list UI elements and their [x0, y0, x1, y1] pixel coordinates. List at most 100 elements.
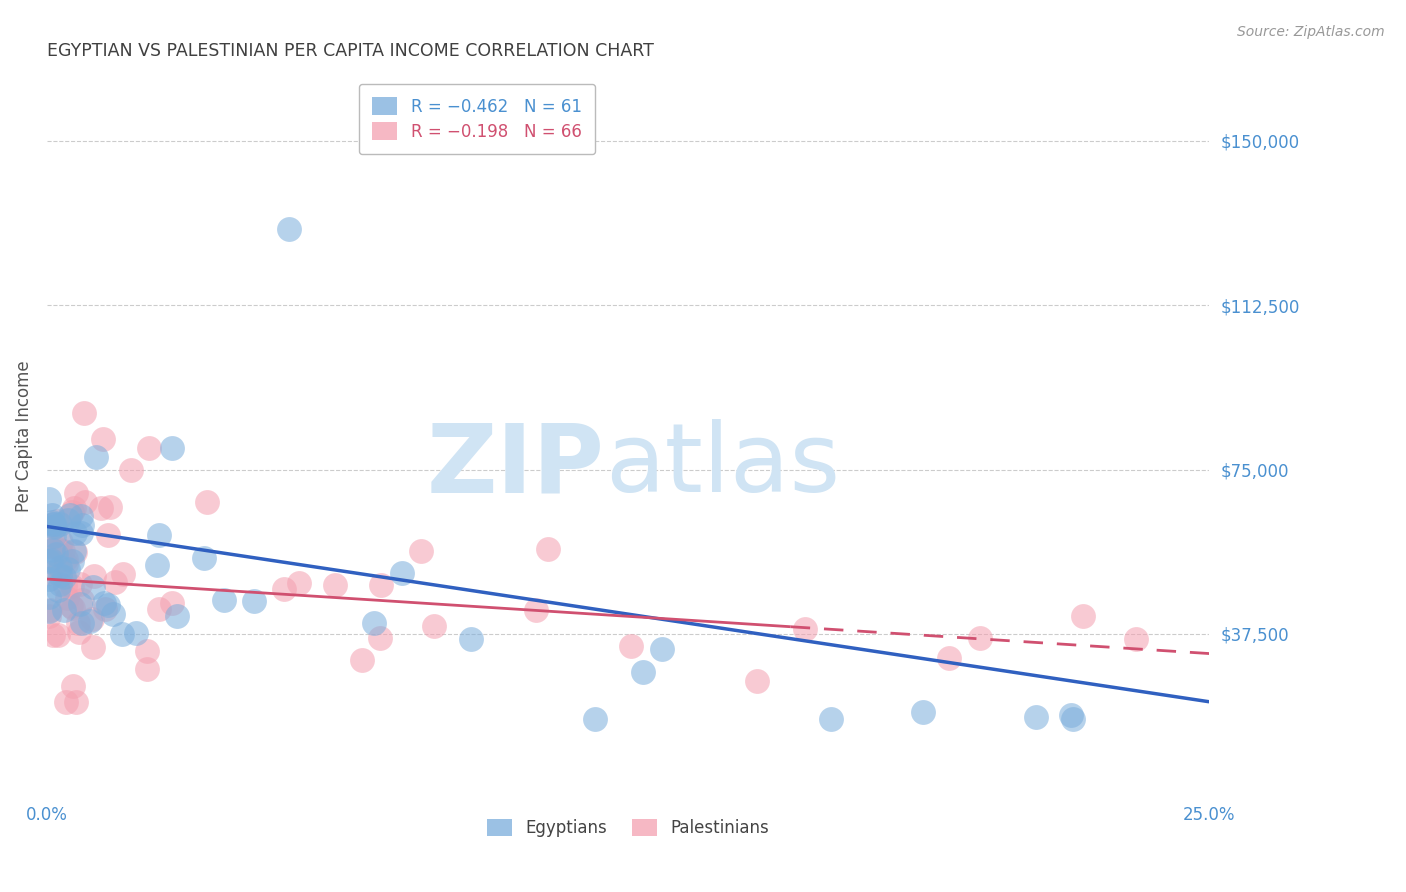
Point — [103, 607, 125, 622]
Point — [72, 593, 94, 607]
Point — [1062, 712, 1084, 726]
Point — [45, 547, 67, 561]
Point — [423, 619, 446, 633]
Point — [288, 576, 311, 591]
Point — [585, 712, 607, 726]
Point — [49, 563, 72, 577]
Point — [93, 596, 115, 610]
Point — [620, 639, 643, 653]
Point — [39, 553, 62, 567]
Point — [52, 569, 75, 583]
Point — [82, 640, 104, 655]
Point — [195, 495, 218, 509]
Point — [793, 622, 815, 636]
Point — [125, 626, 148, 640]
Point — [65, 695, 87, 709]
Point — [42, 542, 65, 557]
Point — [136, 644, 159, 658]
Point — [938, 651, 960, 665]
Point — [969, 631, 991, 645]
Point — [1025, 710, 1047, 724]
Point — [38, 609, 60, 624]
Point — [45, 514, 67, 528]
Point — [42, 628, 65, 642]
Point — [49, 534, 72, 549]
Point — [111, 626, 134, 640]
Point — [62, 679, 84, 693]
Point — [524, 603, 547, 617]
Point — [820, 712, 842, 726]
Point — [60, 554, 83, 568]
Point — [70, 616, 93, 631]
Point — [63, 544, 86, 558]
Point — [49, 517, 72, 532]
Point — [44, 518, 66, 533]
Point — [55, 552, 77, 566]
Point — [49, 543, 72, 558]
Point — [193, 550, 215, 565]
Point — [82, 580, 104, 594]
Point — [1071, 608, 1094, 623]
Point — [53, 603, 76, 617]
Point — [90, 501, 112, 516]
Point — [63, 525, 86, 540]
Point — [60, 579, 83, 593]
Point — [48, 577, 70, 591]
Point — [65, 485, 87, 500]
Point — [48, 559, 70, 574]
Point — [70, 518, 93, 533]
Point — [363, 615, 385, 630]
Point — [651, 642, 673, 657]
Point — [97, 527, 120, 541]
Point — [39, 540, 62, 554]
Text: EGYPTIAN VS PALESTINIAN PER CAPITA INCOME CORRELATION CHART: EGYPTIAN VS PALESTINIAN PER CAPITA INCOM… — [46, 42, 654, 60]
Point — [58, 508, 80, 522]
Point — [73, 406, 96, 420]
Point — [49, 568, 72, 582]
Point — [44, 516, 66, 531]
Point — [631, 665, 654, 680]
Point — [38, 591, 60, 605]
Legend: Egyptians, Palestinians: Egyptians, Palestinians — [481, 813, 776, 844]
Point — [409, 544, 432, 558]
Text: Source: ZipAtlas.com: Source: ZipAtlas.com — [1237, 25, 1385, 39]
Point — [60, 599, 83, 613]
Point — [63, 500, 86, 515]
Point — [41, 516, 63, 530]
Point — [80, 612, 103, 626]
Point — [42, 520, 65, 534]
Point — [747, 674, 769, 689]
Point — [97, 598, 120, 612]
Point — [39, 603, 62, 617]
Point — [75, 495, 97, 509]
Point — [273, 582, 295, 596]
Point — [212, 593, 235, 607]
Point — [38, 604, 60, 618]
Point — [69, 598, 91, 612]
Point — [60, 505, 83, 519]
Point — [38, 553, 60, 567]
Point — [104, 575, 127, 590]
Point — [368, 632, 391, 646]
Point — [45, 541, 67, 555]
Point — [46, 583, 69, 598]
Text: ZIP: ZIP — [427, 419, 605, 512]
Point — [1060, 708, 1083, 723]
Point — [91, 432, 114, 446]
Point — [44, 528, 66, 542]
Point — [912, 705, 935, 719]
Point — [162, 441, 184, 455]
Point — [56, 591, 79, 605]
Point — [350, 653, 373, 667]
Point — [55, 695, 77, 709]
Point — [83, 568, 105, 582]
Point — [323, 578, 346, 592]
Point — [162, 596, 184, 610]
Point — [460, 632, 482, 647]
Point — [138, 441, 160, 455]
Point — [242, 594, 264, 608]
Point — [391, 566, 413, 580]
Point — [136, 662, 159, 676]
Text: atlas: atlas — [605, 419, 839, 512]
Point — [41, 508, 63, 522]
